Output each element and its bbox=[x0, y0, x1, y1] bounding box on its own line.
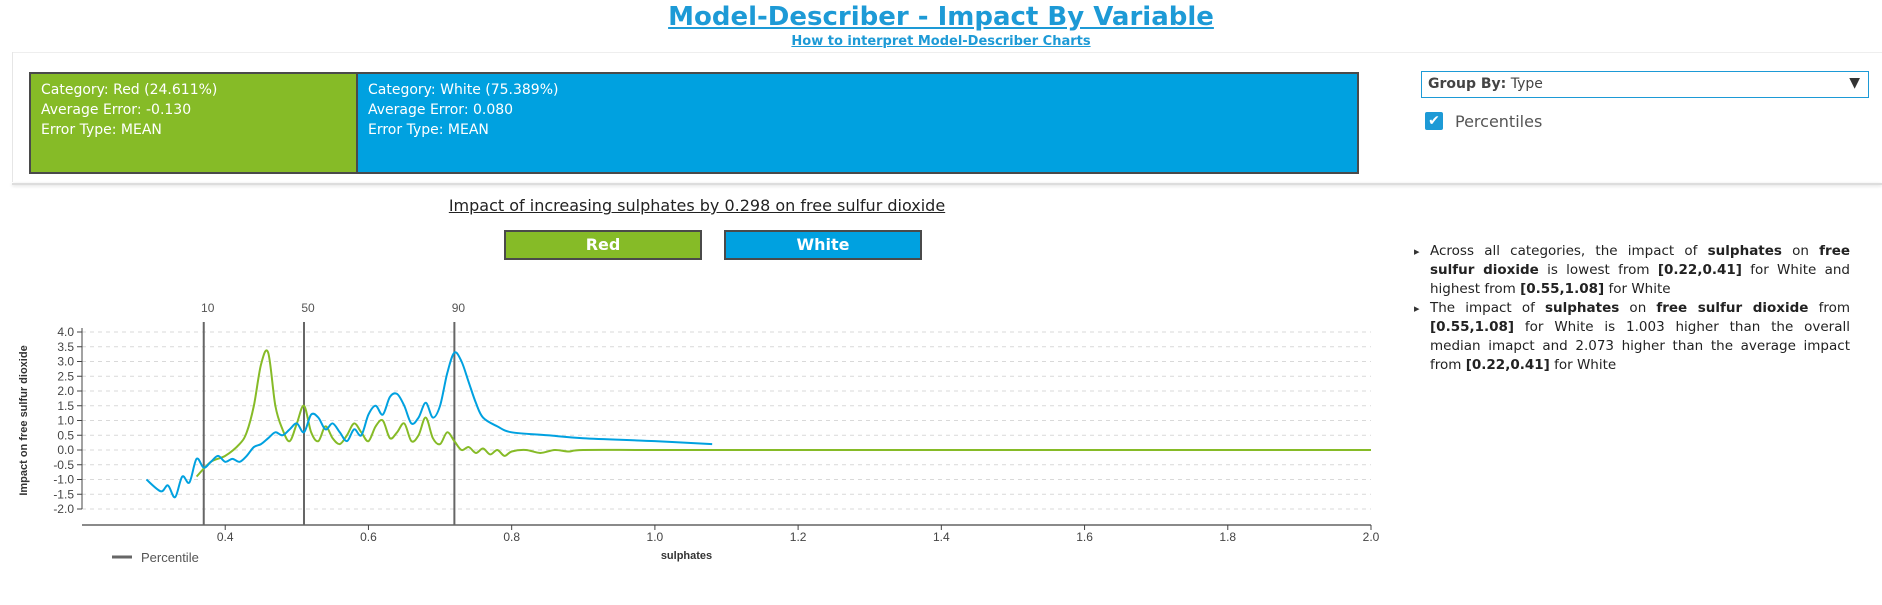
insight-highlight: free sulfur dioxide bbox=[1656, 300, 1809, 316]
x-tick-label: 1.0 bbox=[647, 530, 664, 544]
insight-text: on bbox=[1781, 243, 1820, 259]
insight-text: for White and highest from bbox=[1430, 262, 1850, 297]
insight-item: Across all categories, the impact of sul… bbox=[1414, 242, 1851, 299]
percentiles-label: Percentiles bbox=[1455, 112, 1543, 131]
insight-text: is lowest from bbox=[1538, 262, 1658, 278]
group-by-label: Group By: bbox=[1428, 76, 1507, 92]
y-tick-label: 3.5 bbox=[57, 340, 74, 354]
x-tick-label: 1.8 bbox=[1219, 530, 1236, 544]
series-line-red bbox=[195, 349, 1371, 478]
group-by-value: Type bbox=[1510, 76, 1543, 92]
category-error: Average Error: 0.080 bbox=[368, 102, 514, 118]
insight-text: on bbox=[1619, 300, 1657, 316]
page-title: Model-Describer - Impact By Variable bbox=[668, 2, 1214, 32]
insight-text: for White is 1.003 higher than the overa… bbox=[1430, 319, 1850, 373]
x-tick-label: 0.4 bbox=[217, 530, 234, 544]
category-error-type: Error Type: MEAN bbox=[41, 122, 162, 138]
y-tick-label: 1.0 bbox=[57, 414, 74, 428]
insight-highlight: sulphates bbox=[1707, 243, 1782, 259]
legend-percentile-label: Percentile bbox=[141, 550, 199, 565]
y-axis-label: Impact on free sulfur dioxide bbox=[18, 345, 30, 495]
x-tick-label: 1.4 bbox=[933, 530, 950, 544]
series-toggle-white[interactable]: White bbox=[724, 230, 922, 260]
category-block-red[interactable]: Category: Red (24.611%) Average Error: -… bbox=[31, 74, 358, 172]
category-title: Category: White (75.389%) bbox=[368, 82, 559, 98]
insight-highlight: free sulfur dioxide bbox=[1430, 243, 1851, 278]
insights-panel: Across all categories, the impact of sul… bbox=[1414, 242, 1850, 375]
y-tick-label: -0.5 bbox=[53, 458, 74, 472]
y-tick-label: -1.5 bbox=[53, 487, 74, 501]
series-line-white bbox=[145, 351, 713, 499]
insight-highlight: [0.22,0.41] bbox=[1465, 357, 1550, 373]
insight-text: from bbox=[1808, 300, 1850, 316]
panel-left-rule bbox=[12, 52, 13, 182]
category-bar: Category: Red (24.611%) Average Error: -… bbox=[29, 72, 1359, 174]
dropdown-caret-icon: ▼ bbox=[1849, 75, 1860, 91]
header-divider bbox=[12, 52, 1882, 53]
y-tick-label: 2.0 bbox=[57, 384, 74, 398]
x-tick-label: 1.6 bbox=[1076, 530, 1093, 544]
x-tick-label: 0.6 bbox=[360, 530, 377, 544]
x-tick-label: 2.0 bbox=[1363, 530, 1380, 544]
category-title: Category: Red (24.611%) bbox=[41, 82, 218, 98]
percentile-label: 50 bbox=[301, 301, 315, 315]
insight-text: for White bbox=[1604, 281, 1671, 297]
insight-text: for White bbox=[1549, 357, 1617, 373]
y-tick-label: 4.0 bbox=[57, 325, 74, 339]
percentiles-checkbox[interactable]: ✔ bbox=[1425, 112, 1443, 130]
group-by-select[interactable]: Group By: Type ▼ bbox=[1421, 71, 1869, 98]
series-toggle-red[interactable]: Red bbox=[504, 230, 702, 260]
chart-title: Impact of increasing sulphates by 0.298 … bbox=[448, 196, 946, 215]
insight-item: The impact of sulphates on free sulfur d… bbox=[1414, 299, 1850, 375]
insights-list: Across all categories, the impact of sul… bbox=[1414, 242, 1850, 375]
y-tick-label: -2.0 bbox=[53, 502, 74, 516]
insight-text: The impact of bbox=[1430, 300, 1545, 316]
insight-highlight: sulphates bbox=[1544, 300, 1620, 316]
insight-highlight: [0.22,0.41] bbox=[1657, 262, 1742, 278]
x-axis-label: sulphates bbox=[661, 550, 712, 562]
y-tick-label: 0.0 bbox=[57, 443, 74, 457]
help-link[interactable]: How to interpret Model-Describer Charts bbox=[791, 34, 1091, 49]
insight-highlight: [0.55,1.08] bbox=[1430, 319, 1515, 335]
insight-highlight: [0.55,1.08] bbox=[1520, 281, 1605, 297]
percentile-label: 90 bbox=[452, 301, 466, 315]
x-tick-label: 1.2 bbox=[790, 530, 807, 544]
y-tick-label: 3.0 bbox=[57, 355, 74, 369]
y-tick-label: 1.5 bbox=[57, 399, 74, 413]
x-tick-label: 0.8 bbox=[503, 530, 520, 544]
y-tick-label: -1.0 bbox=[53, 473, 74, 487]
impact-chart: -2.0-1.5-1.0-0.50.00.51.01.52.02.53.03.5… bbox=[18, 301, 1380, 565]
insight-text: Across all categories, the impact of bbox=[1430, 243, 1708, 259]
y-tick-label: 2.5 bbox=[57, 369, 74, 383]
category-error-type: Error Type: MEAN bbox=[368, 122, 489, 138]
category-error: Average Error: -0.130 bbox=[41, 102, 192, 118]
percentile-label: 10 bbox=[201, 301, 215, 315]
panel-divider bbox=[12, 183, 1882, 185]
category-block-white[interactable]: Category: White (75.389%) Average Error:… bbox=[358, 74, 1357, 172]
y-tick-label: 0.5 bbox=[57, 428, 74, 442]
